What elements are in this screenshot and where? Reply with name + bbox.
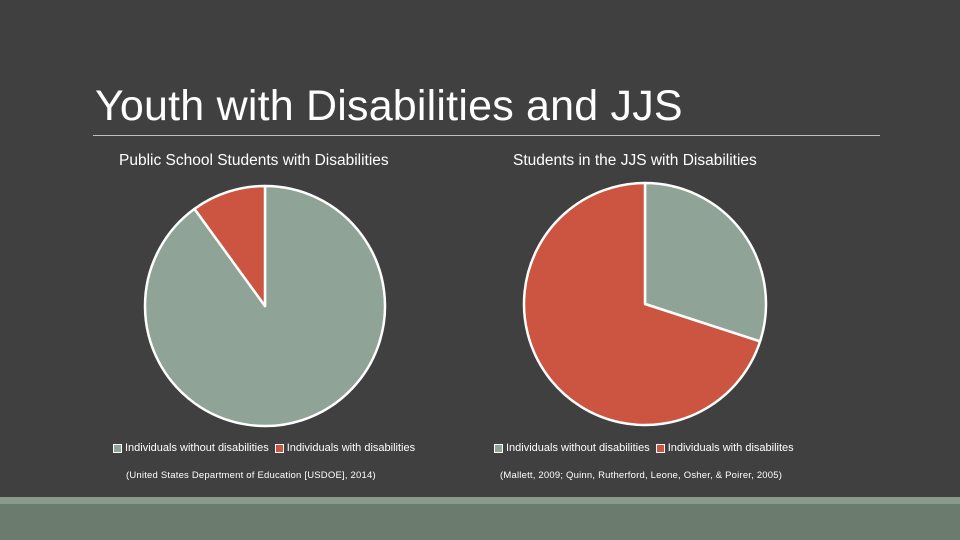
- title-divider: [93, 135, 880, 136]
- legend-swatch-without: [113, 443, 122, 453]
- legend-entry-without: Individuals without disabilities: [494, 442, 650, 454]
- pie-chart-1: [143, 184, 387, 428]
- slide-title: Youth with Disabilities and JJS: [95, 82, 683, 130]
- legend-label: Individuals with disabilities: [286, 442, 416, 454]
- legend-swatch-with: [274, 443, 284, 453]
- chart-2-title: Students in the JJS with Disabilities: [513, 152, 757, 169]
- pie-slice-without: [643, 181, 768, 343]
- legend-entry-with: Individuals with disabilites: [655, 442, 794, 454]
- chart-1-title: Public School Students with Disabilities: [119, 152, 389, 169]
- footer-stripe: [0, 497, 960, 504]
- pie-slice-with: [522, 181, 762, 427]
- legend-entry-without: Individuals without disabilities: [113, 442, 269, 454]
- legend-label: Individuals without disabilities: [506, 442, 650, 454]
- legend-swatch-with: [655, 443, 665, 453]
- legend-label: Individuals with disabilites: [667, 442, 794, 454]
- footer-band: [0, 497, 960, 540]
- chart-1-source: (United States Department of Education […: [126, 470, 376, 481]
- chart-2-legend: Individuals without disabilities Individ…: [494, 442, 800, 454]
- chart-2-source: (Mallett, 2009; Quinn, Rutherford, Leone…: [500, 470, 783, 481]
- pie-chart-2: [522, 181, 768, 427]
- pie-slice-with: [193, 184, 267, 308]
- legend-entry-with: Individuals with disabilities: [274, 442, 416, 454]
- chart-1-legend: Individuals without disabilities Individ…: [113, 442, 421, 454]
- legend-swatch-without: [494, 443, 503, 453]
- legend-label: Individuals without disabilities: [125, 442, 269, 454]
